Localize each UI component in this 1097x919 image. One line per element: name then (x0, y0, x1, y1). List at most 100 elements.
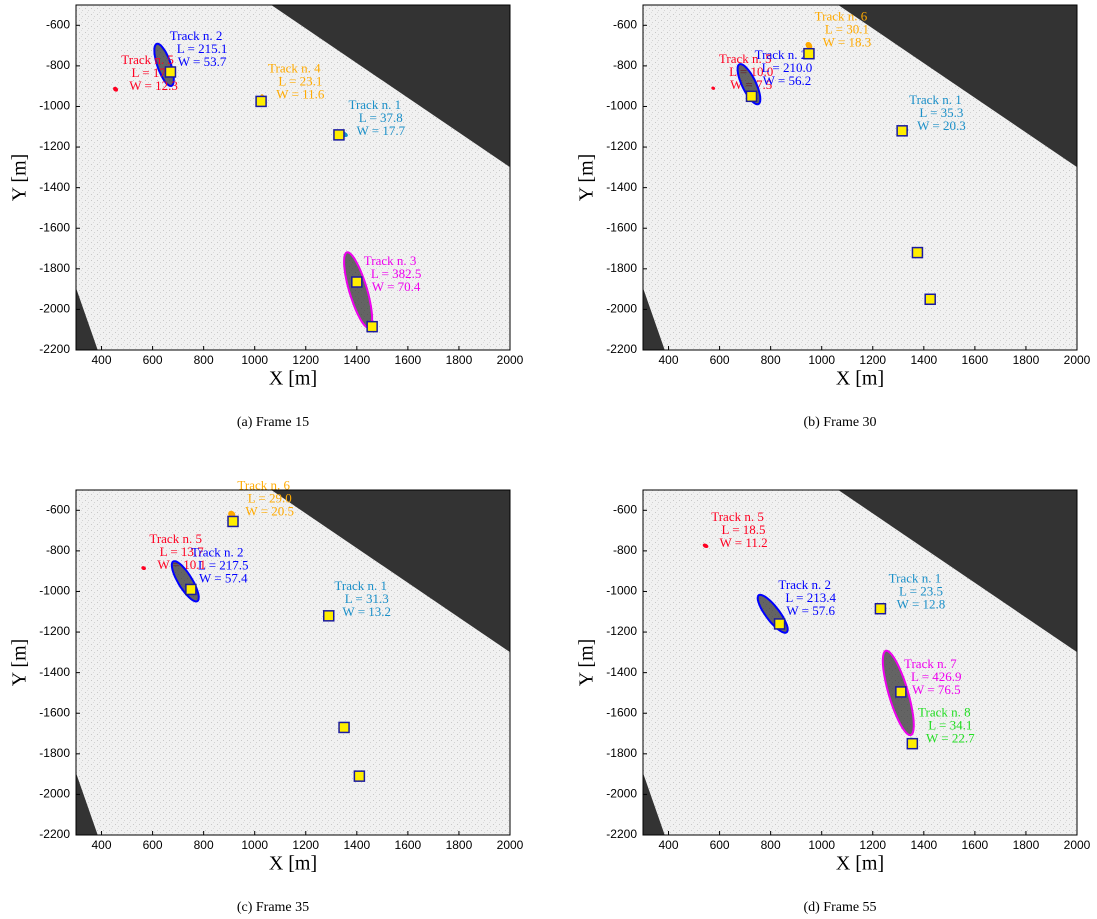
track-size-label: W = 70.4 (372, 279, 421, 294)
panel: 400 600 800 1000 1200 1400 1600 1800 2000 -600 -80… (576, 4, 1091, 430)
detection (906, 737, 919, 750)
y-tick-label: -1200 (606, 624, 637, 638)
y-tick-label: -1600 (39, 220, 70, 234)
x-axis-label: X [m] (269, 853, 317, 875)
detection (185, 583, 197, 596)
y-tick-label: -2000 (606, 787, 637, 801)
track-size-label: L = 13.7 (160, 544, 205, 559)
track-name: Track n. 2 (778, 577, 831, 592)
track-name: Track n. 1 (334, 578, 387, 593)
x-tick-label: 800 (761, 353, 781, 367)
y-tick-label: -600 (46, 17, 70, 31)
x-tick-label: 800 (761, 838, 781, 852)
x-tick-label: 400 (92, 353, 112, 367)
y-axis-label: Y [m] (9, 154, 31, 202)
x-tick-label: 1800 (1013, 838, 1040, 852)
detection (896, 125, 908, 137)
track-name: Track n. 5 (719, 51, 772, 66)
track-ellipse (141, 566, 146, 571)
y-tick-label: -800 (46, 543, 70, 557)
y-tick-label: -1400 (39, 665, 70, 679)
track-size-label: W = 13.2 (342, 604, 391, 619)
track-name: Track n. 2 (191, 544, 244, 559)
x-axis-label: X [m] (836, 368, 884, 390)
track-size-label: W = 22.7 (926, 731, 975, 746)
no-coverage (643, 287, 665, 350)
detection (803, 47, 815, 60)
x-tick-label: 1800 (446, 838, 473, 852)
y-tick-label: -1400 (606, 180, 637, 194)
detection (351, 276, 363, 288)
x-tick-label: 1000 (808, 838, 835, 852)
y-tick-label: -1200 (606, 139, 637, 153)
track-size-label: L = 37.8 (359, 110, 403, 125)
y-tick-label: -1800 (39, 261, 70, 275)
track-size-label: W = 57.6 (786, 603, 835, 618)
track-size-label: L = 34.1 (928, 718, 972, 733)
track-name: Track n. 4 (268, 60, 321, 75)
track-ellipse (711, 86, 716, 90)
panel: 400 600 800 1000 1200 1400 1600 1800 2000 -600 -80… (9, 4, 524, 430)
x-tick-label: 800 (194, 838, 214, 852)
caption: (d) Frame 55 (803, 900, 876, 915)
y-tick-label: -1600 (39, 705, 70, 719)
track-size-label: W = 53.7 (178, 54, 227, 69)
x-tick-label: 1400 (910, 353, 937, 367)
x-tick-label: 400 (659, 838, 679, 852)
x-tick-label: 1800 (1013, 353, 1040, 367)
detection (911, 246, 924, 259)
track-name: Track n. 6 (815, 9, 868, 24)
track-name: Track n. 8 (918, 705, 971, 720)
track-size-label: L = 29.0 (248, 490, 292, 505)
y-axis-label: Y [m] (9, 639, 31, 687)
track-name: Track n. 1 (909, 92, 962, 107)
x-tick-label: 1600 (395, 353, 422, 367)
track-ellipse (702, 543, 709, 549)
x-axis-label: X [m] (269, 368, 317, 390)
y-tick-label: -600 (613, 502, 637, 516)
x-tick-label: 1200 (859, 838, 886, 852)
y-axis-label: Y [m] (576, 154, 598, 202)
track-ellipse (343, 251, 374, 330)
plot-frame (75, 489, 511, 836)
y-tick-label: -1600 (606, 705, 637, 719)
track-size-label: W = 18.3 (823, 35, 872, 50)
track-size-label: L = 23.5 (899, 584, 943, 599)
track-size-label: L = 35.3 (919, 105, 963, 120)
y-tick-label: -1200 (39, 624, 70, 638)
track-ellipse (113, 86, 119, 92)
x-tick-label: 2000 (497, 838, 524, 852)
x-tick-label: 600 (710, 353, 730, 367)
caption: (a) Frame 15 (237, 415, 309, 430)
y-tick-label: -800 (613, 543, 637, 557)
detection (366, 320, 378, 333)
x-tick-label: 400 (92, 838, 112, 852)
track-size-label: L = 210.0 (762, 60, 813, 75)
track-name: Track n. 6 (237, 477, 290, 492)
plot-frame (75, 4, 511, 351)
plot-frame (642, 489, 1078, 836)
x-tick-label: 1200 (292, 353, 319, 367)
track-size-label: W = 11.2 (719, 535, 767, 550)
track-name: Track n. 3 (364, 253, 417, 268)
detection (338, 721, 350, 734)
track-size-label: L = 23.1 (278, 73, 322, 88)
track-size-label: W = 20.3 (917, 118, 966, 133)
track-name: Track n. 1 (889, 571, 942, 586)
track-name: Track n. 1 (348, 97, 401, 112)
track-ellipse (805, 41, 813, 50)
y-tick-label: -1000 (606, 99, 637, 113)
y-tick-label: -1800 (606, 261, 637, 275)
no-coverage (838, 5, 1077, 168)
track-size-label: L = 30.1 (825, 22, 869, 37)
y-tick-label: -800 (46, 58, 70, 72)
y-tick-label: -2200 (39, 342, 70, 356)
x-tick-label: 1600 (962, 838, 989, 852)
detection (745, 90, 758, 103)
track-name: Track n. 2 (170, 28, 223, 43)
x-tick-label: 600 (143, 353, 163, 367)
x-tick-label: 1600 (962, 353, 989, 367)
track-size-label: W = 57.4 (199, 570, 248, 585)
y-tick-label: -800 (613, 58, 637, 72)
